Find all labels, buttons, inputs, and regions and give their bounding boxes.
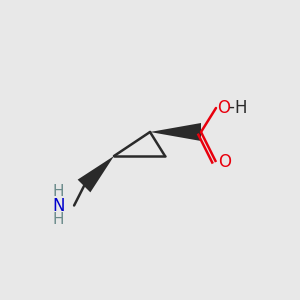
Text: O: O xyxy=(218,99,230,117)
Text: -: - xyxy=(229,98,235,116)
Polygon shape xyxy=(150,123,201,141)
Polygon shape xyxy=(78,156,114,192)
Text: N: N xyxy=(52,196,65,214)
Text: H: H xyxy=(52,212,64,226)
Text: O: O xyxy=(218,153,231,171)
Text: H: H xyxy=(52,184,64,200)
Text: H: H xyxy=(234,99,247,117)
